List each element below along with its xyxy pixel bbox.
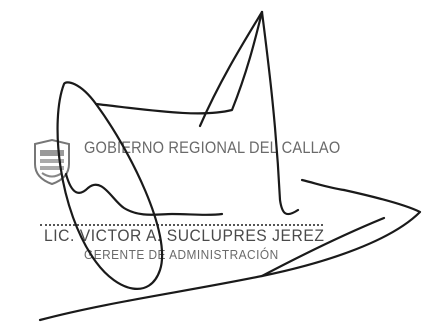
stamp-organization: GOBIERNO REGIONAL DEL CALLAO [84, 138, 341, 157]
stamp-signatory-title: GERENTE DE ADMINISTRACIÓN [84, 248, 279, 262]
stamp-signatory-name: LIC. VICTOR A. SUCLUPRES JEREZ [44, 226, 325, 245]
regional-seal-icon [34, 138, 70, 186]
